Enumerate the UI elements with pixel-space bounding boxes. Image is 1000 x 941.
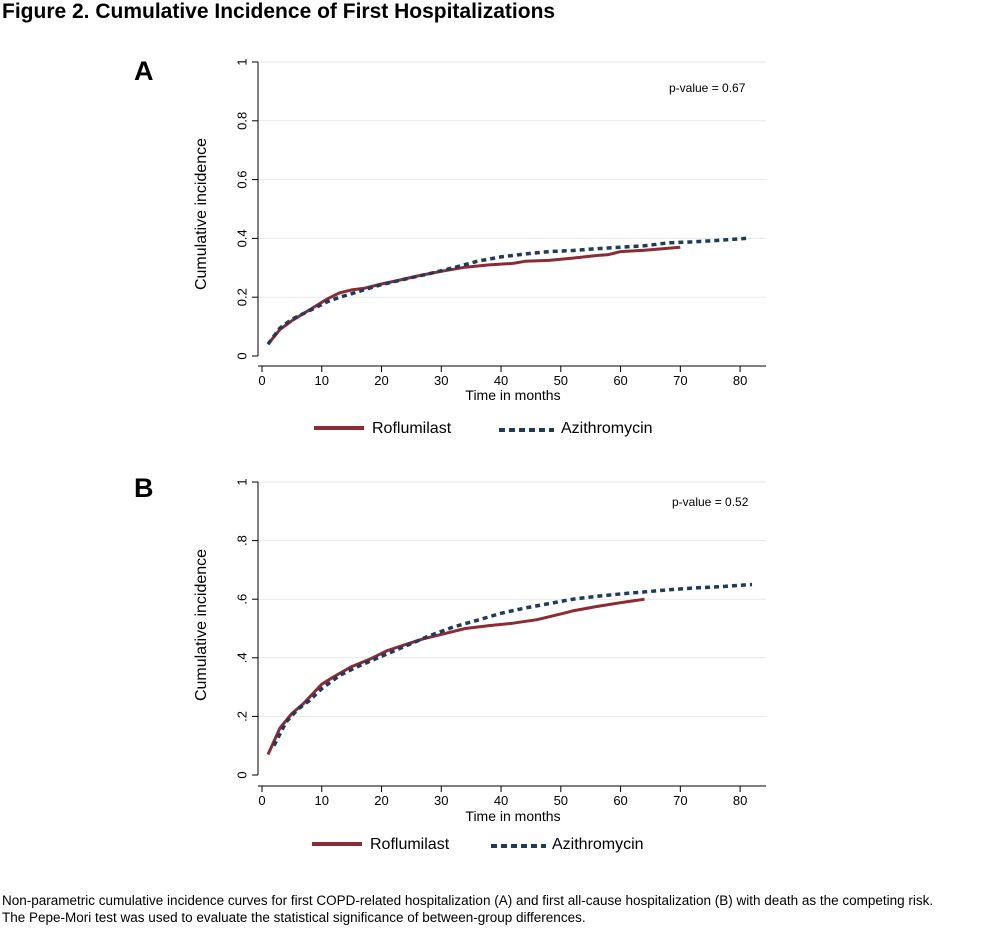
x-tick-labels: 0 10 20 30 40 50 60 70 80 bbox=[258, 793, 747, 808]
y-tick-label: .8 bbox=[235, 535, 250, 546]
legend-label-azithromycin: Azithromycin bbox=[561, 420, 653, 437]
y-axis-label: Cumulative incidence bbox=[193, 549, 210, 701]
y-tick-label: 0.4 bbox=[235, 229, 250, 247]
x-tick-label: 30 bbox=[434, 373, 448, 388]
panel-b: B 0 .2 .4 .6 .8 1 0 10 20 30 40 50 60 70 80 Cumulativ… bbox=[134, 473, 766, 853]
p-value-annotation: p-value = 0.52 bbox=[672, 495, 749, 509]
x-tick-label: 40 bbox=[494, 373, 508, 388]
x-axis-label: Time in months bbox=[465, 387, 560, 403]
axes bbox=[252, 61, 766, 372]
legend-label-roflumilast: Roflumilast bbox=[370, 836, 450, 853]
figure-caption-line-2: The Pepe-Mori test was used to evaluate … bbox=[2, 910, 586, 925]
series-lines bbox=[266, 582, 753, 756]
x-tick-label: 40 bbox=[494, 793, 508, 808]
series-line-azithromycin bbox=[266, 236, 747, 346]
y-tick-label: 0.8 bbox=[235, 112, 250, 130]
y-axis-label: Cumulative incidence bbox=[193, 138, 210, 290]
y-tick-label: 1 bbox=[235, 478, 250, 485]
y-tick-label: 1 bbox=[235, 58, 250, 65]
x-tick-label: 70 bbox=[673, 373, 687, 388]
legend-label-azithromycin: Azithromycin bbox=[552, 836, 644, 853]
x-tick-label: 60 bbox=[613, 793, 627, 808]
p-value-annotation: p-value = 0.67 bbox=[669, 81, 746, 95]
gridlines bbox=[258, 61, 766, 298]
x-tick-label: 0 bbox=[258, 373, 265, 388]
figure-caption-line-1: Non-parametric cumulative incidence curv… bbox=[2, 893, 934, 908]
x-axis-label: Time in months bbox=[465, 808, 560, 824]
series-lines bbox=[266, 236, 747, 346]
x-tick-label: 30 bbox=[434, 793, 448, 808]
y-tick-label: 0.6 bbox=[235, 171, 250, 189]
y-tick-label: 0 bbox=[235, 771, 250, 778]
x-tick-label: 70 bbox=[673, 793, 687, 808]
y-tick-labels: 0 0.2 0.4 0.6 0.8 1 bbox=[235, 58, 250, 359]
x-tick-label: 20 bbox=[374, 373, 388, 388]
y-tick-label: 0 bbox=[235, 352, 250, 359]
x-tick-label: 10 bbox=[315, 373, 329, 388]
legend: Roflumilast Azithromycin bbox=[314, 420, 653, 437]
x-tick-labels: 0 10 20 30 40 50 60 70 80 bbox=[258, 373, 747, 388]
x-tick-label: 0 bbox=[258, 793, 265, 808]
y-tick-label: .2 bbox=[235, 711, 250, 722]
panel-a: A 0 0.2 0.4 0.6 0.8 1 0 10 20 30 40 50 60 70 80 Cumul… bbox=[134, 56, 766, 437]
y-tick-labels: 0 .2 .4 .6 .8 1 bbox=[235, 478, 250, 778]
x-tick-label: 10 bbox=[315, 793, 329, 808]
panel-label: B bbox=[134, 473, 154, 503]
y-tick-label: .6 bbox=[235, 594, 250, 605]
axes bbox=[252, 481, 766, 792]
y-tick-label: 0.2 bbox=[235, 288, 250, 306]
gridlines bbox=[258, 481, 766, 717]
x-tick-label: 50 bbox=[554, 373, 568, 388]
x-tick-label: 80 bbox=[733, 373, 747, 388]
series-line-azithromycin bbox=[272, 582, 753, 747]
x-tick-label: 50 bbox=[554, 793, 568, 808]
figure-title: Figure 2. Cumulative Incidence of First … bbox=[2, 0, 556, 23]
x-tick-label: 60 bbox=[613, 373, 627, 388]
series-line-roflumilast bbox=[266, 597, 645, 756]
x-tick-label: 20 bbox=[374, 793, 388, 808]
y-tick-label: .4 bbox=[235, 652, 250, 663]
legend-label-roflumilast: Roflumilast bbox=[372, 420, 452, 437]
x-tick-label: 80 bbox=[733, 793, 747, 808]
legend: Roflumilast Azithromycin bbox=[312, 836, 644, 853]
panel-label: A bbox=[134, 56, 154, 86]
